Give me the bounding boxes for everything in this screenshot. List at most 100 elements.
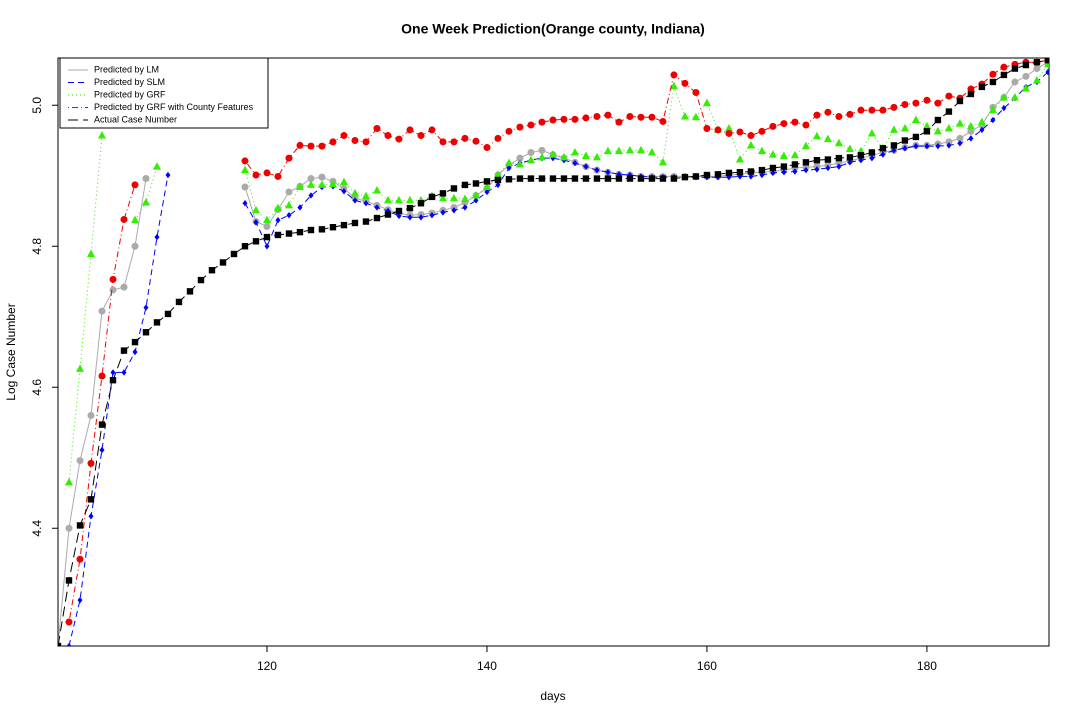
point <box>318 226 326 233</box>
point <box>890 142 898 149</box>
point <box>285 154 293 162</box>
point <box>87 459 95 467</box>
point <box>77 596 83 604</box>
point <box>109 377 117 384</box>
point <box>647 147 656 156</box>
point <box>308 192 314 199</box>
point <box>768 150 777 158</box>
point <box>648 113 656 121</box>
legend-box <box>59 57 269 129</box>
point <box>560 115 568 123</box>
point <box>593 113 601 121</box>
point <box>857 152 865 159</box>
point <box>297 204 303 211</box>
point <box>285 230 293 237</box>
point <box>230 250 238 258</box>
point <box>813 111 821 119</box>
point <box>966 121 975 130</box>
point <box>583 163 589 170</box>
point <box>131 181 139 189</box>
point <box>967 127 975 135</box>
point <box>549 116 557 124</box>
point <box>318 142 326 150</box>
point <box>847 159 853 166</box>
point <box>955 119 964 127</box>
point <box>571 115 579 123</box>
point <box>527 148 535 156</box>
point <box>495 181 501 189</box>
point <box>175 298 183 306</box>
point <box>1022 72 1030 80</box>
point <box>418 214 424 221</box>
point <box>482 182 491 191</box>
point <box>483 144 491 152</box>
point <box>219 259 227 266</box>
point <box>374 204 380 211</box>
point <box>152 162 161 170</box>
x-tick-label: 160 <box>697 659 717 673</box>
point <box>737 173 743 180</box>
point <box>1011 78 1019 86</box>
point <box>550 154 556 162</box>
point <box>757 146 766 155</box>
point <box>340 132 348 140</box>
point <box>1033 65 1041 73</box>
point <box>681 79 689 87</box>
point <box>328 179 337 188</box>
point <box>240 165 249 174</box>
point <box>845 144 854 152</box>
point <box>977 117 986 126</box>
plot-frame <box>57 57 1050 647</box>
point <box>836 163 842 170</box>
point <box>846 154 854 161</box>
point <box>263 233 271 241</box>
point <box>363 200 369 207</box>
point <box>769 122 777 130</box>
point <box>373 214 381 222</box>
point <box>473 197 479 204</box>
point <box>801 141 810 150</box>
point <box>439 138 447 146</box>
point <box>615 175 623 182</box>
point <box>241 243 249 250</box>
point <box>264 243 270 250</box>
y-tick-label: 4.4 <box>30 520 44 537</box>
point <box>285 188 293 196</box>
point <box>759 171 765 179</box>
point <box>658 157 667 166</box>
point <box>736 128 744 136</box>
point <box>923 128 931 135</box>
point <box>691 112 700 121</box>
point <box>571 175 579 182</box>
point <box>736 169 744 176</box>
point <box>758 127 766 135</box>
point <box>956 134 964 142</box>
point <box>615 118 623 126</box>
point <box>350 188 359 197</box>
point <box>913 142 919 150</box>
point <box>395 207 403 215</box>
point <box>65 618 73 626</box>
point <box>581 151 590 159</box>
point <box>396 212 402 220</box>
point <box>440 209 446 216</box>
point <box>461 181 469 189</box>
point <box>98 421 106 428</box>
point <box>329 224 337 231</box>
point <box>978 83 986 91</box>
point <box>616 171 622 178</box>
point <box>494 134 502 142</box>
point <box>880 151 886 158</box>
point <box>252 171 260 179</box>
point <box>869 154 875 162</box>
point <box>637 175 645 182</box>
point <box>791 118 799 126</box>
point <box>86 249 95 257</box>
point <box>373 125 381 133</box>
point <box>537 152 546 161</box>
point <box>66 642 72 646</box>
point <box>780 120 788 128</box>
point <box>572 159 578 167</box>
point <box>604 111 612 119</box>
legend-label: Predicted by SLM <box>94 77 165 87</box>
